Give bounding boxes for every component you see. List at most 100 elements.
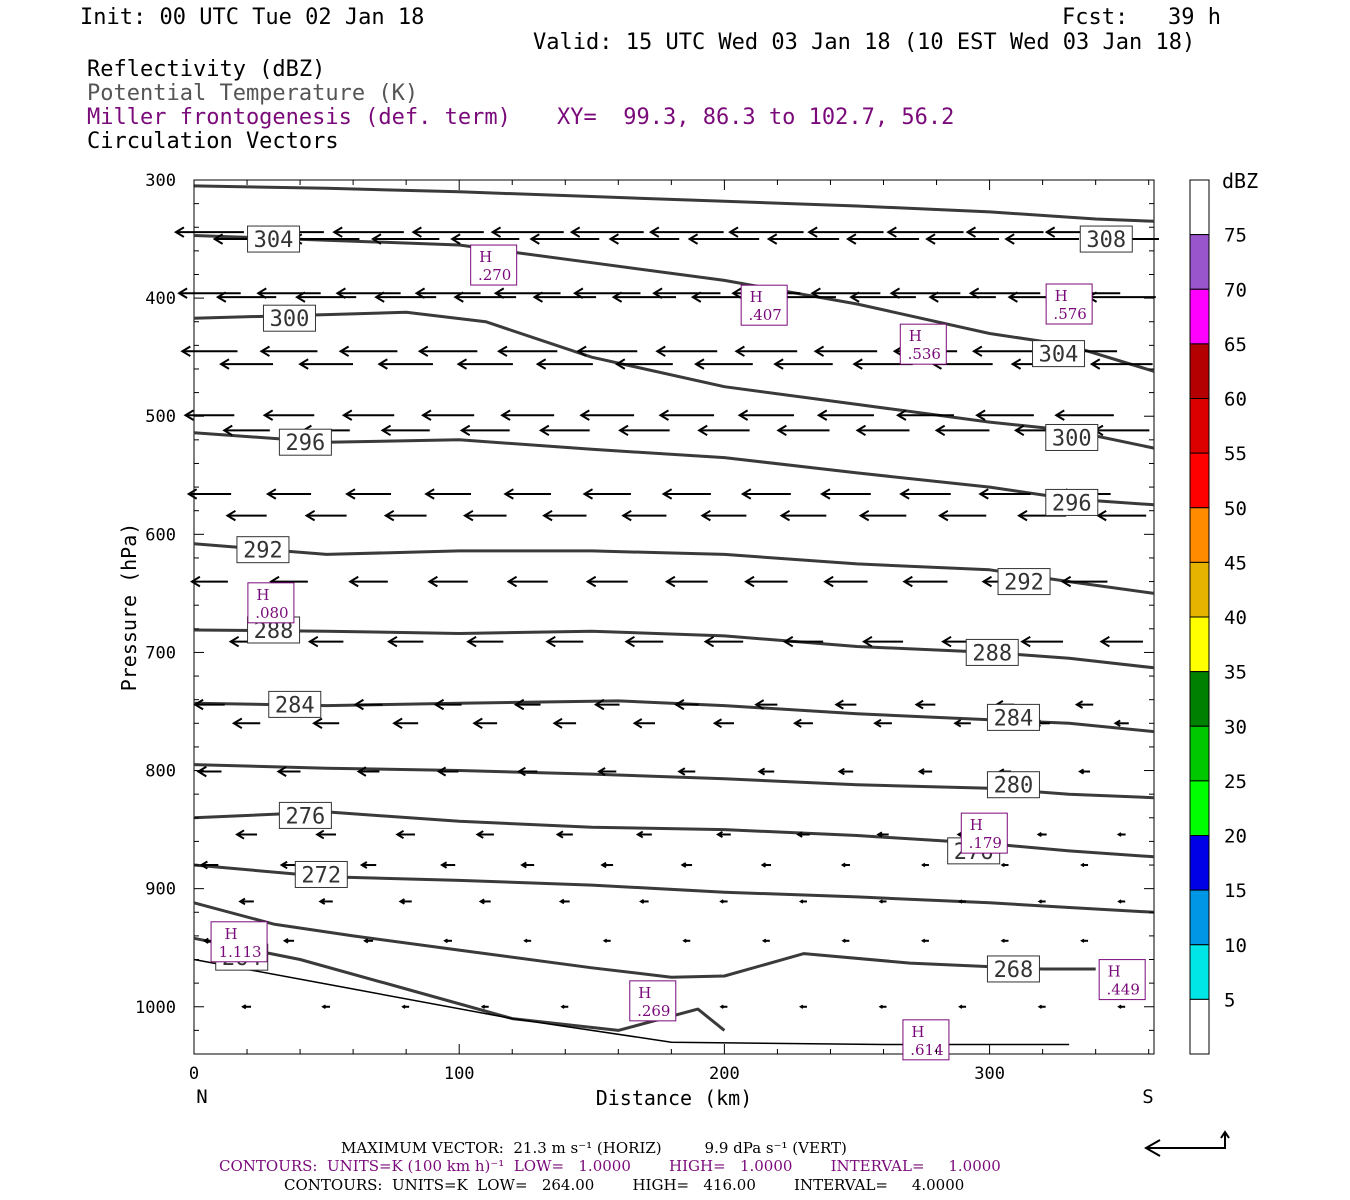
theta-label: 284 [275, 693, 315, 718]
circulation-vector [1116, 832, 1126, 837]
circulation-vector [873, 718, 892, 728]
circulation-vector [298, 358, 353, 370]
theta-label: 300 [270, 307, 310, 332]
theta-contour-308 [193, 184, 1155, 223]
theta-label: 304 [254, 228, 294, 253]
circulation-vector [392, 717, 419, 729]
circulation-vector [703, 635, 744, 648]
circulation-vector [338, 345, 398, 357]
circulation-vector [687, 233, 760, 245]
colorbar-tick-label: 5 [1224, 989, 1235, 1011]
colorbar-segment [1189, 889, 1210, 946]
circulation-vector [496, 345, 558, 357]
circulation-vector [618, 424, 670, 437]
circulation-vector [307, 635, 344, 648]
circulation-vector [480, 1004, 489, 1009]
theta-label: 284 [994, 706, 1034, 731]
south-label: S [1142, 1086, 1153, 1108]
circulation-vector [648, 226, 724, 238]
circulation-vector [886, 226, 964, 238]
circulation-vector [387, 635, 424, 648]
circulation-vector [840, 862, 850, 868]
circulation-vector [712, 718, 734, 729]
circulation-vector [1000, 938, 1009, 943]
circulation-vector [411, 226, 484, 238]
frontogenesis-max-box [629, 980, 677, 1022]
theta-label-box [986, 955, 1040, 983]
colorbar-segment [1189, 343, 1210, 399]
circulation-vector [677, 767, 696, 776]
circulation-vector [569, 226, 644, 238]
circulation-vector [823, 575, 868, 588]
circulation-vector [341, 409, 395, 421]
frontogenesis-max-value: .179 [969, 834, 1002, 852]
circulation-vector [661, 488, 711, 500]
theta-label-box [1045, 423, 1099, 451]
circulation-vector [682, 938, 691, 943]
circulation-vector [849, 291, 916, 303]
circulation-vector [427, 575, 468, 588]
circulation-vector [517, 766, 538, 777]
theta-label: 296 [286, 431, 326, 456]
circulation-vector [1113, 719, 1129, 727]
circulation-vector [466, 635, 504, 648]
circulation-vector [737, 409, 795, 421]
colorbar-tick-label: 45 [1224, 552, 1247, 574]
circulation-vector [1020, 635, 1064, 648]
circulation-vector [282, 938, 295, 944]
circulation-vector [793, 718, 813, 728]
colorbar-segment [1189, 998, 1210, 1055]
circulation-vector [845, 233, 920, 245]
colorbar-tick-label: 60 [1224, 389, 1247, 411]
colorbar-segment [1189, 234, 1210, 290]
circulation-vector [472, 717, 498, 729]
circulation-vector [1060, 575, 1108, 588]
reference-vector [1143, 1130, 1230, 1157]
theta-label: 280 [994, 774, 1034, 799]
circulation-vector [315, 829, 336, 840]
theta-contour-note: CONTOURS: UNITS=K LOW= 264.00 HIGH= 416.… [284, 1176, 965, 1194]
circulation-vector [655, 345, 718, 357]
circulation-vector [459, 424, 510, 437]
circulation-vector [523, 938, 532, 943]
frontogenesis-max-box [470, 244, 518, 286]
legend-circulation: Circulation Vectors [87, 129, 339, 154]
circulation-vector [920, 938, 929, 943]
circulation-vector [276, 766, 301, 778]
frontogenesis-max-value: .449 [1106, 981, 1139, 999]
circulation-vector [876, 831, 889, 838]
circulation-vector [639, 899, 649, 904]
y-tick-label: 900 [145, 880, 176, 900]
frontogenesis-max-label: H [750, 288, 763, 306]
circulation-vector [1054, 409, 1114, 421]
circulation-vector [635, 830, 652, 839]
legend-theta: Potential Temperature (K) [87, 81, 419, 106]
circulation-vector [304, 509, 347, 522]
theta-label: 296 [1052, 491, 1092, 516]
circulation-vector [576, 345, 638, 357]
circulation-vector [193, 698, 225, 711]
circulation-vector [858, 509, 907, 522]
theta-label-box [965, 638, 1019, 666]
circulation-vector [395, 829, 415, 840]
x-tick-label: 0 [189, 1064, 199, 1084]
plot-frame [193, 179, 1155, 1055]
circulation-vector [837, 767, 854, 776]
circulation-vector [855, 424, 910, 437]
y-tick-label: 700 [145, 643, 176, 663]
circulation-vector [664, 575, 708, 588]
circulation-vector [740, 488, 791, 500]
frontogenesis-max-box [960, 812, 1008, 854]
circulation-vector [813, 345, 878, 357]
theta-label-box [1079, 225, 1133, 253]
circulation-vector [917, 768, 933, 776]
circulation-vector [183, 409, 235, 421]
circulation-vector [937, 509, 987, 522]
circulation-vector [345, 488, 392, 500]
circulation-vector [761, 938, 770, 943]
circulation-vector [173, 226, 244, 238]
circulation-vector [766, 233, 840, 245]
legend-reflectivity: Reflectivity (dBZ) [87, 57, 326, 82]
x-tick-label: 200 [709, 1064, 740, 1084]
colorbar-segment [1189, 561, 1210, 618]
